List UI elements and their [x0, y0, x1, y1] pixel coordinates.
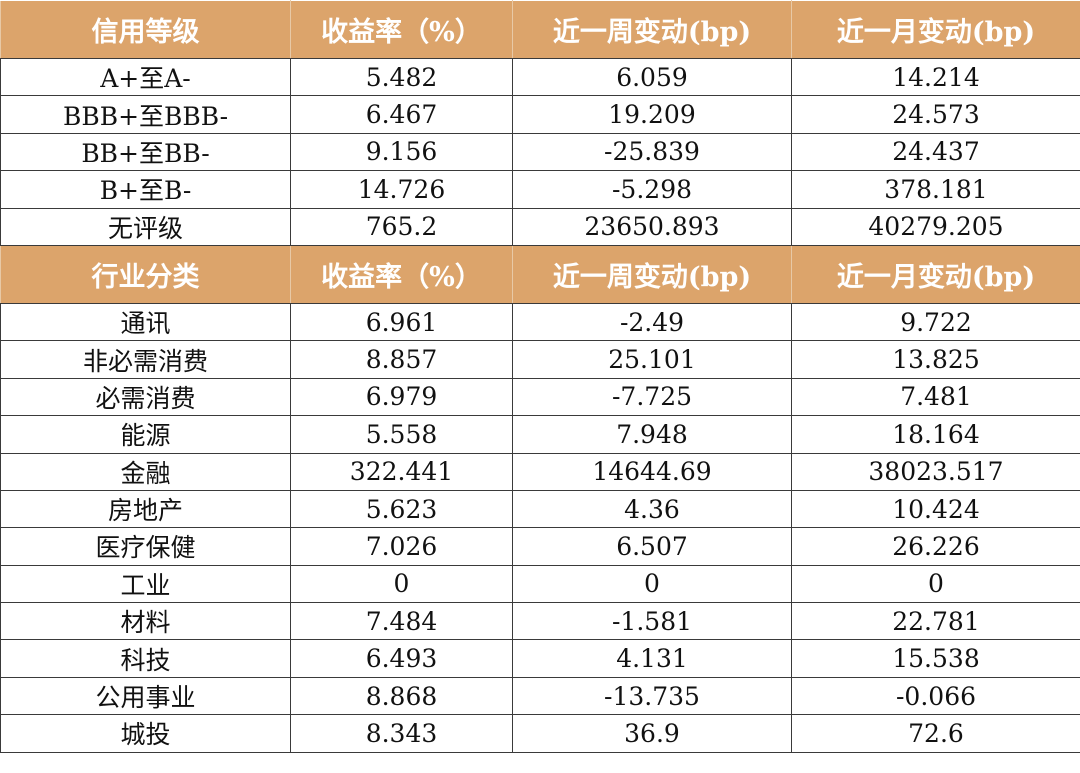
- industry-value-cell: -2.49: [512, 302, 792, 342]
- rating-value-cell: 23650.893: [512, 207, 792, 246]
- rating-value-cell: 14.214: [791, 57, 1080, 97]
- rating-header-cell: 收益率（%）: [290, 0, 513, 59]
- industry-value-cell: 4.36: [512, 489, 792, 529]
- industry-table-row: 工业 0 0 0: [0, 564, 1080, 604]
- industry-category-cell: 必需消费: [0, 377, 291, 417]
- industry-value-cell: 7.481: [791, 377, 1080, 417]
- industry-category-cell: 房地产: [0, 489, 291, 529]
- rating-value-cell: 6.059: [512, 57, 792, 97]
- industry-table-row: 必需消费 6.979 -7.725 7.481: [0, 377, 1080, 417]
- industry-table-row: 公用事业 8.868 -13.735 -0.066: [0, 676, 1080, 716]
- rating-value-cell: 6.467: [290, 95, 513, 134]
- industry-table-row: 金融 322.441 14644.69 38023.517: [0, 452, 1080, 491]
- industry-value-cell: -0.066: [791, 676, 1080, 716]
- industry-value-cell: 25.101: [512, 340, 792, 379]
- bond-yield-table: 信用等级 收益率（%） 近一周变动(bp) 近一月变动(bp) A+至A- 5.482 6.…: [0, 0, 1080, 753]
- industry-header-cell: 收益率（%）: [290, 244, 513, 304]
- rating-header-cell: 信用等级: [0, 0, 291, 59]
- industry-category-cell: 工业: [0, 564, 291, 604]
- industry-table-row: 能源 5.558 7.948 18.164: [0, 415, 1080, 454]
- industry-value-cell: 26.226: [791, 527, 1080, 566]
- rating-table-row: 无评级 765.2 23650.893 40279.205: [0, 207, 1080, 246]
- industry-category-cell: 材料: [0, 602, 291, 641]
- rating-value-cell: 5.482: [290, 57, 513, 97]
- industry-table-row: 通讯 6.961 -2.49 9.722: [0, 302, 1080, 342]
- industry-value-cell: 15.538: [791, 639, 1080, 678]
- industry-category-cell: 能源: [0, 415, 291, 454]
- rating-category-cell: BB+至BB-: [0, 132, 291, 172]
- industry-value-cell: 72.6: [791, 714, 1080, 753]
- industry-value-cell: 5.558: [290, 415, 513, 454]
- industry-table-row: 医疗保健 7.026 6.507 26.226: [0, 527, 1080, 566]
- rating-value-cell: 378.181: [791, 170, 1080, 209]
- industry-value-cell: 5.623: [290, 489, 513, 529]
- rating-value-cell: 24.437: [791, 132, 1080, 172]
- industry-value-cell: 7.484: [290, 602, 513, 641]
- rating-table-row: B+至B- 14.726 -5.298 378.181: [0, 170, 1080, 209]
- rating-value-cell: 19.209: [512, 95, 792, 134]
- industry-value-cell: 9.722: [791, 302, 1080, 342]
- industry-category-cell: 通讯: [0, 302, 291, 342]
- rating-header-cell: 近一周变动(bp): [512, 0, 792, 59]
- rating-value-cell: 765.2: [290, 207, 513, 246]
- industry-value-cell: 0: [290, 564, 513, 604]
- rating-value-cell: 9.156: [290, 132, 513, 172]
- industry-value-cell: 6.493: [290, 639, 513, 678]
- industry-value-cell: 8.868: [290, 676, 513, 716]
- rating-table-row: BB+至BB- 9.156 -25.839 24.437: [0, 132, 1080, 172]
- industry-table-row: 房地产 5.623 4.36 10.424: [0, 489, 1080, 529]
- rating-value-cell: -25.839: [512, 132, 792, 172]
- table-body: 信用等级 收益率（%） 近一周变动(bp) 近一月变动(bp) A+至A- 5.482 6.…: [0, 0, 1080, 753]
- industry-value-cell: 322.441: [290, 452, 513, 491]
- industry-value-cell: 18.164: [791, 415, 1080, 454]
- industry-table-row: 城投 8.343 36.9 72.6: [0, 714, 1080, 753]
- industry-value-cell: 14644.69: [512, 452, 792, 491]
- industry-table-row: 科技 6.493 4.131 15.538: [0, 639, 1080, 678]
- industry-category-cell: 城投: [0, 714, 291, 753]
- industry-value-cell: -13.735: [512, 676, 792, 716]
- industry-value-cell: 36.9: [512, 714, 792, 753]
- industry-value-cell: 0: [512, 564, 792, 604]
- industry-value-cell: 8.857: [290, 340, 513, 379]
- industry-value-cell: 6.961: [290, 302, 513, 342]
- rating-value-cell: 40279.205: [791, 207, 1080, 246]
- industry-value-cell: -1.581: [512, 602, 792, 641]
- rating-table-row: A+至A- 5.482 6.059 14.214: [0, 57, 1080, 97]
- industry-category-cell: 非必需消费: [0, 340, 291, 379]
- industry-value-cell: 22.781: [791, 602, 1080, 641]
- rating-category-cell: 无评级: [0, 207, 291, 246]
- industry-value-cell: 38023.517: [791, 452, 1080, 491]
- industry-value-cell: -7.725: [512, 377, 792, 417]
- rating-table-row: BBB+至BBB- 6.467 19.209 24.573: [0, 95, 1080, 134]
- industry-header-cell: 行业分类: [0, 244, 291, 304]
- industry-value-cell: 8.343: [290, 714, 513, 753]
- industry-category-cell: 科技: [0, 639, 291, 678]
- industry-value-cell: 6.507: [512, 527, 792, 566]
- industry-table-row: 非必需消费 8.857 25.101 13.825: [0, 340, 1080, 379]
- rating-value-cell: 24.573: [791, 95, 1080, 134]
- industry-value-cell: 7.948: [512, 415, 792, 454]
- rating-category-cell: A+至A-: [0, 57, 291, 97]
- industry-value-cell: 13.825: [791, 340, 1080, 379]
- industry-value-cell: 6.979: [290, 377, 513, 417]
- industry-value-cell: 0: [791, 564, 1080, 604]
- rating-category-cell: BBB+至BBB-: [0, 95, 291, 134]
- rating-value-cell: 14.726: [290, 170, 513, 209]
- industry-header-cell: 近一月变动(bp): [791, 244, 1080, 304]
- rating-header-cell: 近一月变动(bp): [791, 0, 1080, 59]
- industry-table-row: 材料 7.484 -1.581 22.781: [0, 602, 1080, 641]
- industry-value-cell: 4.131: [512, 639, 792, 678]
- industry-category-cell: 医疗保健: [0, 527, 291, 566]
- rating-value-cell: -5.298: [512, 170, 792, 209]
- rating-category-cell: B+至B-: [0, 170, 291, 209]
- industry-value-cell: 10.424: [791, 489, 1080, 529]
- industry-value-cell: 7.026: [290, 527, 513, 566]
- industry-category-cell: 金融: [0, 452, 291, 491]
- industry-category-cell: 公用事业: [0, 676, 291, 716]
- industry-header-row: 行业分类 收益率（%） 近一周变动(bp) 近一月变动(bp): [0, 244, 1080, 304]
- industry-header-cell: 近一周变动(bp): [512, 244, 792, 304]
- rating-header-row: 信用等级 收益率（%） 近一周变动(bp) 近一月变动(bp): [0, 0, 1080, 59]
